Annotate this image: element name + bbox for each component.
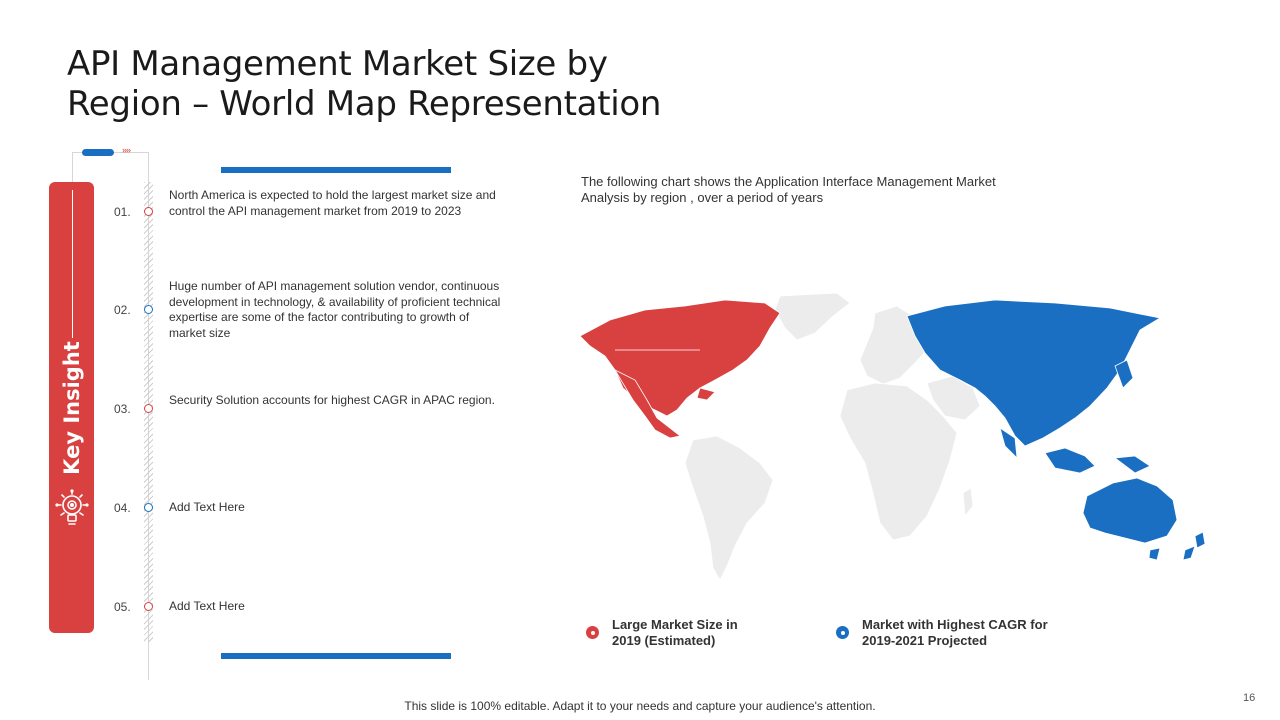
item-number: 05. xyxy=(114,600,131,614)
legend-label-line2: 2019-2021 Projected xyxy=(862,633,988,648)
item-marker xyxy=(144,207,153,216)
item-text: North America is expected to hold the la… xyxy=(169,188,496,218)
timeline-blue-pill xyxy=(82,149,114,156)
legend-marker-blue xyxy=(836,626,849,639)
item-marker xyxy=(144,503,153,512)
world-map xyxy=(579,292,1206,581)
item-number: 02. xyxy=(114,303,131,317)
key-insight-panel xyxy=(49,182,94,633)
legend-label-line1: Market with Highest CAGR for xyxy=(862,617,1048,632)
lightbulb-gear-icon xyxy=(55,489,89,525)
chevron-right-icon: »» xyxy=(122,145,131,155)
legend-marker-red xyxy=(586,626,599,639)
legend-item-highest-cagr: Market with Highest CAGR for 2019-2021 P… xyxy=(836,617,1048,649)
item-marker xyxy=(144,305,153,314)
footer-note: This slide is 100% editable. Adapt it to… xyxy=(404,699,876,713)
chart-description: The following chart shows the Applicatio… xyxy=(581,174,996,205)
key-insight-label: Key Insight xyxy=(60,341,84,475)
key-insight-divider xyxy=(72,190,73,338)
map-region-north-america xyxy=(579,299,781,439)
slide-title-line2: Region – World Map Representation xyxy=(67,84,662,124)
map-region-rest-of-world xyxy=(684,292,981,581)
item-text: Huge number of API management solution v… xyxy=(169,279,501,340)
legend-label-line1: Large Market Size in xyxy=(612,617,738,632)
page-number: 16 xyxy=(1243,692,1256,704)
item-text: Add Text Here xyxy=(169,500,245,514)
item-marker xyxy=(144,602,153,611)
item-text: Security Solution accounts for highest C… xyxy=(169,393,495,407)
top-accent-bar xyxy=(221,167,451,173)
item-number: 01. xyxy=(114,205,131,219)
item-number: 04. xyxy=(114,501,131,515)
slide-title-line1: API Management Market Size by xyxy=(67,44,608,84)
map-region-asia-pacific xyxy=(906,299,1206,561)
slide-title: API Management Market Size by Region – W… xyxy=(67,44,867,124)
item-number: 03. xyxy=(114,402,131,416)
legend-item-large-market: Large Market Size in 2019 (Estimated) xyxy=(586,617,738,649)
timeline-left-connector xyxy=(72,152,73,182)
item-text: Add Text Here xyxy=(169,599,245,613)
bottom-accent-bar xyxy=(221,653,451,659)
legend-label-line2: 2019 (Estimated) xyxy=(612,633,716,648)
item-marker xyxy=(144,404,153,413)
